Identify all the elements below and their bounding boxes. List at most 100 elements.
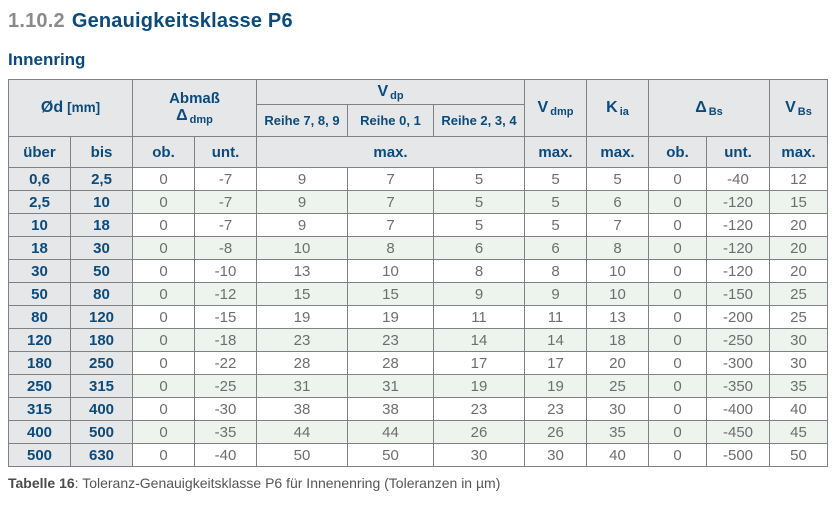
value-cell: 14 bbox=[524, 328, 587, 352]
value-cell: 9 bbox=[256, 190, 348, 214]
value-cell: 8 bbox=[433, 259, 525, 283]
value-cell: -10 bbox=[194, 259, 257, 283]
value-cell: 8 bbox=[586, 236, 649, 260]
value-cell: 7 bbox=[347, 190, 434, 214]
col-header-reihe-234: Reihe 2, 3, 4 bbox=[433, 104, 525, 137]
value-cell: 0 bbox=[648, 305, 707, 329]
value-cell: 5 bbox=[433, 190, 525, 214]
value-cell: 23 bbox=[256, 328, 348, 352]
value-cell: 0 bbox=[648, 167, 707, 191]
value-cell: 9 bbox=[433, 282, 525, 306]
value-cell: -120 bbox=[706, 236, 770, 260]
value-cell: 19 bbox=[433, 374, 525, 398]
range-cell: 10 bbox=[8, 213, 71, 237]
value-cell: 0 bbox=[132, 236, 195, 260]
value-cell: 9 bbox=[256, 167, 348, 191]
diameter-unit: [mm] bbox=[67, 100, 101, 115]
value-cell: 0 bbox=[132, 282, 195, 306]
value-cell: 18 bbox=[586, 328, 649, 352]
value-cell: 17 bbox=[433, 351, 525, 375]
value-cell: 30 bbox=[586, 397, 649, 421]
col-header-delta-bs: Δ Bs bbox=[648, 79, 770, 137]
value-cell: 5 bbox=[524, 190, 587, 214]
range-cell: 630 bbox=[70, 443, 133, 467]
subheader-ob-bs: ob. bbox=[648, 136, 707, 168]
section-number: 1.10.2 bbox=[8, 10, 65, 32]
subheader-max-kia: max. bbox=[586, 136, 649, 168]
value-cell: 5 bbox=[524, 213, 587, 237]
value-cell: -300 bbox=[706, 351, 770, 375]
value-cell: -120 bbox=[706, 190, 770, 214]
range-cell: 18 bbox=[70, 213, 133, 237]
table-caption-text: : Toleranz-Genauigkeitsklasse P6 für Inn… bbox=[74, 475, 501, 491]
value-cell: -7 bbox=[194, 190, 257, 214]
value-cell: 0 bbox=[648, 236, 707, 260]
value-cell: 19 bbox=[524, 374, 587, 398]
table-body: 0,6 2,5 0 -7 9 7 5 5 5 0 -40 12 2,5 10 0 -7 9 7 5 5 6 0 -120 15… bbox=[8, 167, 828, 467]
range-cell: 315 bbox=[8, 397, 71, 421]
value-cell: 13 bbox=[256, 259, 348, 283]
value-cell: -8 bbox=[194, 236, 257, 260]
col-header-reihe-789: Reihe 7, 8, 9 bbox=[256, 104, 348, 137]
value-cell: 6 bbox=[433, 236, 525, 260]
value-cell: 31 bbox=[256, 374, 348, 398]
table-caption-label: Tabelle 16 bbox=[8, 475, 75, 491]
value-cell: 15 bbox=[347, 282, 434, 306]
value-cell: 14 bbox=[433, 328, 525, 352]
value-cell: -25 bbox=[194, 374, 257, 398]
value-cell: 38 bbox=[256, 397, 348, 421]
value-cell: 0 bbox=[648, 374, 707, 398]
range-cell: 2,5 bbox=[8, 190, 71, 214]
subheader-bis: bis bbox=[70, 136, 133, 168]
subheader-ueber: über bbox=[8, 136, 71, 168]
value-cell: -500 bbox=[706, 443, 770, 467]
subheader-unt-bs: unt. bbox=[706, 136, 770, 168]
table-caption: Tabelle 16: Toleranz-Genauigkeitsklasse … bbox=[8, 475, 827, 491]
value-cell: 5 bbox=[524, 167, 587, 191]
value-cell: 9 bbox=[256, 213, 348, 237]
col-header-reihe-01: Reihe 0, 1 bbox=[347, 104, 434, 137]
range-cell: 80 bbox=[8, 305, 71, 329]
value-cell: 0 bbox=[132, 213, 195, 237]
value-cell: 17 bbox=[524, 351, 587, 375]
value-cell: 20 bbox=[769, 213, 828, 237]
range-cell: 500 bbox=[8, 443, 71, 467]
value-cell: 31 bbox=[347, 374, 434, 398]
value-cell: 7 bbox=[347, 167, 434, 191]
value-cell: 0 bbox=[132, 190, 195, 214]
value-cell: 35 bbox=[586, 420, 649, 444]
subheader-max-vdp: max. bbox=[256, 136, 525, 168]
value-cell: -120 bbox=[706, 213, 770, 237]
range-cell: 0,6 bbox=[8, 167, 71, 191]
range-cell: 80 bbox=[70, 282, 133, 306]
value-cell: 0 bbox=[132, 351, 195, 375]
range-cell: 250 bbox=[70, 351, 133, 375]
subsection-title: Innenring bbox=[8, 50, 86, 69]
value-cell: 0 bbox=[648, 282, 707, 306]
value-cell: -7 bbox=[194, 213, 257, 237]
range-cell: 50 bbox=[8, 282, 71, 306]
value-cell: -30 bbox=[194, 397, 257, 421]
abmass-label: Abmaß bbox=[169, 90, 220, 107]
subheader-max-vbs: max. bbox=[769, 136, 828, 168]
value-cell: 0 bbox=[648, 190, 707, 214]
value-cell: 10 bbox=[256, 236, 348, 260]
value-cell: 15 bbox=[769, 190, 828, 214]
value-cell: 0 bbox=[648, 259, 707, 283]
value-cell: 25 bbox=[769, 305, 828, 329]
value-cell: 10 bbox=[347, 259, 434, 283]
table-row: 0,6 2,5 0 -7 9 7 5 5 5 0 -40 12 bbox=[8, 167, 828, 191]
range-cell: 500 bbox=[70, 420, 133, 444]
value-cell: 10 bbox=[586, 259, 649, 283]
table-row: 10 18 0 -7 9 7 5 5 7 0 -120 20 bbox=[8, 213, 828, 237]
range-cell: 250 bbox=[8, 374, 71, 398]
range-cell: 400 bbox=[70, 397, 133, 421]
table-row: 180 250 0 -22 28 28 17 17 20 0 -300 30 bbox=[8, 351, 828, 375]
